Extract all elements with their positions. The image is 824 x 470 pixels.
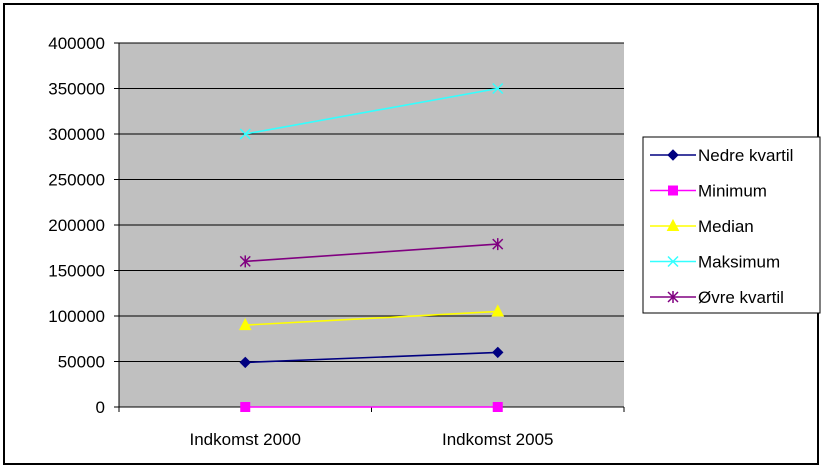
- legend: Nedre kvartil Minimum Median Maksimum Øvre k…: [642, 136, 821, 314]
- legend-label-minimum: Minimum: [698, 182, 767, 201]
- legend-label-median: Median: [698, 217, 754, 236]
- y-tick-label: 350000: [48, 80, 105, 99]
- series-line-maksimum: [245, 87, 498, 135]
- y-tick-label: 0: [96, 398, 105, 417]
- data-point-median: [491, 304, 505, 317]
- series-line-median: [245, 310, 498, 326]
- y-tick-label: 300000: [48, 125, 105, 144]
- legend-marker-minimum: [668, 185, 678, 196]
- data-point-median: [238, 318, 252, 331]
- y-tick-label: 50000: [58, 353, 105, 372]
- legend-marker-vre-kvartil: [667, 291, 679, 303]
- x-tick-label: Indkomst 2005: [442, 430, 554, 449]
- legend-marker-nedre-kvartil: [667, 149, 679, 161]
- x-tick-label: Indkomst 2000: [189, 430, 301, 449]
- data-point-minimum: [492, 402, 503, 412]
- data-point-nedre-kvartil: [239, 356, 251, 369]
- y-tick-label: 250000: [48, 171, 105, 190]
- series-line-vre-kvartil: [245, 243, 498, 263]
- legend-marker-maksimum: [667, 255, 679, 268]
- series-line-nedre-kvartil: [245, 351, 498, 364]
- legend-label-vre-kvartil: Øvre kvartil: [698, 288, 784, 307]
- data-point-nedre-kvartil: [492, 346, 504, 359]
- legend-label-maksimum: Maksimum: [698, 253, 780, 272]
- y-tick-label: 200000: [48, 216, 105, 235]
- legend-label-nedre-kvartil: Nedre kvartil: [698, 146, 793, 165]
- data-point-minimum: [240, 402, 251, 412]
- y-tick-label: 100000: [48, 307, 105, 326]
- plot-area: 0 50000 100000 150000 200000 250000 300000 3500…: [48, 34, 625, 449]
- data-point-vre-kvartil: [239, 255, 251, 268]
- data-point-maksimum: [492, 82, 504, 95]
- data-point-maksimum: [239, 128, 251, 140]
- data-point-vre-kvartil: [492, 238, 504, 251]
- y-tick-label: 400000: [48, 34, 105, 53]
- legend-marker-median: [666, 218, 680, 231]
- y-tick-label: 150000: [48, 262, 105, 281]
